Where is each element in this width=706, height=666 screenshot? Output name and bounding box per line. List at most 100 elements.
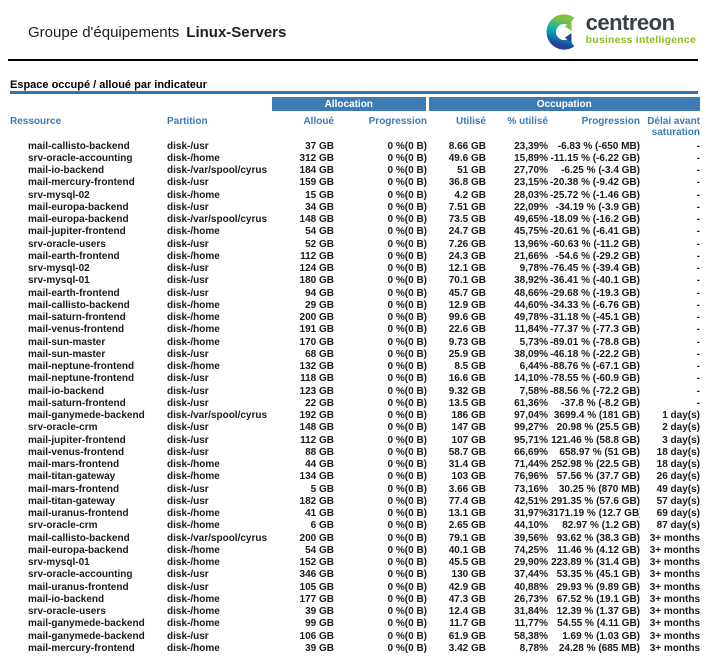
cell-alloc-progression: 0 %(0 B) bbox=[387, 263, 427, 275]
cell-saturation-delay: - bbox=[696, 238, 701, 250]
cell-used: 45.5 GB bbox=[448, 557, 486, 569]
cell-resource: mail-europa-backend bbox=[28, 214, 129, 226]
cell-saturation-delay: - bbox=[696, 385, 701, 397]
cell-resource: srv-oracle-crm bbox=[28, 520, 98, 532]
table-row: mail-ganymede-backend disk-/usr 106 GB 0 %(… bbox=[10, 630, 700, 642]
cell-allocated: 6 GB bbox=[310, 520, 334, 532]
table-row: srv-mysql-02 disk-/usr 124 GB 0 %(0 B) 12.1 … bbox=[10, 263, 700, 275]
cell-used-pct: 7,58% bbox=[519, 385, 548, 397]
cell-allocated: 192 GB bbox=[299, 410, 334, 422]
cell-alloc-progression: 0 %(0 B) bbox=[387, 446, 427, 458]
table-row: mail-saturn-frontend disk-/home 200 GB 0 %(… bbox=[10, 312, 700, 324]
cell-alloc-progression: 0 %(0 B) bbox=[387, 581, 427, 593]
cell-used: 79.1 GB bbox=[448, 532, 486, 544]
column-header-resource: Ressource bbox=[10, 116, 62, 127]
table-row: srv-oracle-crm disk-/usr 148 GB 0 %(0 B) 147… bbox=[10, 422, 700, 434]
cell-resource: mail-europa-backend bbox=[28, 544, 129, 556]
hostgroup-name: Linux-Servers bbox=[186, 24, 287, 41]
cell-used-pct: 76,96% bbox=[514, 471, 548, 483]
cell-used-pct: 31,97% bbox=[514, 508, 548, 520]
cell-alloc-progression: 0 %(0 B) bbox=[387, 495, 427, 507]
cell-alloc-progression: 0 %(0 B) bbox=[387, 569, 427, 581]
cell-saturation-delay: - bbox=[696, 287, 701, 299]
centreon-logo: centreon business intelligence bbox=[543, 12, 696, 57]
cell-used-pct: 38,09% bbox=[514, 348, 548, 360]
cell-allocated: 177 GB bbox=[299, 593, 334, 605]
cell-resource: mail-io-backend bbox=[28, 593, 105, 605]
cell-saturation-delay: 87 day(s) bbox=[656, 520, 701, 532]
cell-used: 99.6 GB bbox=[448, 312, 486, 324]
cell-used: 42.9 GB bbox=[448, 581, 486, 593]
cell-resource: mail-sun-master bbox=[28, 336, 106, 348]
cell-saturation-delay: - bbox=[696, 275, 701, 287]
cell-alloc-progression: 0 %(0 B) bbox=[387, 471, 427, 483]
cell-used: 12.4 GB bbox=[448, 606, 486, 618]
cell-partition: disk-/home bbox=[167, 508, 220, 520]
cell-alloc-progression: 0 %(0 B) bbox=[387, 348, 427, 360]
table-row: mail-callisto-backend disk-/var/spool/cyr… bbox=[10, 532, 700, 544]
cell-partition: disk-/home bbox=[167, 459, 220, 471]
cell-used-pct: 42,51% bbox=[514, 495, 548, 507]
cell-alloc-progression: 0 %(0 B) bbox=[387, 642, 427, 654]
cell-alloc-progression: 0 %(0 B) bbox=[387, 226, 427, 238]
cell-allocated: 200 GB bbox=[299, 532, 334, 544]
table-row: mail-earth-frontend disk-/home 112 GB 0 %(0… bbox=[10, 250, 700, 262]
cell-progression: 3699.4 % (181 GB) bbox=[553, 410, 640, 422]
cell-allocated: 152 GB bbox=[299, 557, 334, 569]
cell-used: 186 GB bbox=[451, 410, 486, 422]
cell-alloc-progression: 0 %(0 B) bbox=[387, 422, 427, 434]
cell-saturation-delay: 3+ months bbox=[649, 618, 701, 630]
cell-partition: disk-/home bbox=[167, 152, 220, 164]
cell-used: 13.1 GB bbox=[448, 508, 486, 520]
table-row: srv-oracle-accounting disk-/home 312 GB 0 %… bbox=[10, 152, 700, 164]
cell-alloc-progression: 0 %(0 B) bbox=[387, 508, 427, 520]
cell-resource: mail-saturn-frontend bbox=[28, 312, 126, 324]
cell-partition: disk-/usr bbox=[167, 263, 209, 275]
cell-allocated: 37 GB bbox=[305, 140, 334, 152]
cell-progression: -18.09 % (-16.2 GB) bbox=[549, 214, 640, 226]
cell-used-pct: 11,84% bbox=[514, 324, 548, 336]
cell-allocated: 312 GB bbox=[299, 152, 334, 164]
cell-partition: disk-/var/spool/cyrus bbox=[167, 214, 268, 226]
cell-saturation-delay: - bbox=[696, 397, 701, 409]
table-row: srv-oracle-users disk-/home 39 GB 0 %(0 B) 1… bbox=[10, 606, 700, 618]
cell-alloc-progression: 0 %(0 B) bbox=[387, 177, 427, 189]
table-body: mail-callisto-backend disk-/usr 37 GB 0 %(0… bbox=[10, 140, 700, 655]
cell-partition: disk-/usr bbox=[167, 275, 209, 287]
cell-resource: mail-neptune-frontend bbox=[28, 373, 135, 385]
cell-used-pct: 14,10% bbox=[514, 373, 548, 385]
cell-allocated: 54 GB bbox=[305, 226, 334, 238]
cell-partition: disk-/home bbox=[167, 312, 220, 324]
cell-progression: -88.76 % (-67.1 GB) bbox=[549, 361, 640, 373]
cell-used: 7.26 GB bbox=[448, 238, 486, 250]
cell-resource: srv-mysql-01 bbox=[28, 557, 90, 569]
cell-used-pct: 37,44% bbox=[514, 569, 548, 581]
cell-resource: mail-earth-frontend bbox=[28, 250, 120, 262]
cell-saturation-delay: 1 day(s) bbox=[662, 410, 701, 422]
cell-partition: disk-/home bbox=[167, 299, 220, 311]
cell-allocated: 22 GB bbox=[305, 397, 334, 409]
indicator-table: Allocation Occupation Ressource Partitio… bbox=[10, 97, 701, 655]
cell-allocated: 52 GB bbox=[305, 238, 334, 250]
cell-partition: disk-/usr bbox=[167, 495, 209, 507]
table-row: mail-titan-gateway disk-/home 134 GB 0 %(0 … bbox=[10, 471, 700, 483]
cell-resource: mail-saturn-frontend bbox=[28, 397, 126, 409]
cell-partition: disk-/home bbox=[167, 471, 220, 483]
cell-progression: 20.98 % (25.5 GB) bbox=[556, 422, 640, 434]
cell-resource: srv-mysql-01 bbox=[28, 275, 90, 287]
cell-alloc-progression: 0 %(0 B) bbox=[387, 250, 427, 262]
cell-alloc-progression: 0 %(0 B) bbox=[387, 373, 427, 385]
cell-resource: mail-ganymede-backend bbox=[28, 630, 145, 642]
cell-used-pct: 21,66% bbox=[514, 250, 548, 262]
cell-progression: -11.15 % (-6.22 GB) bbox=[550, 152, 640, 164]
cell-resource: mail-sun-master bbox=[28, 348, 106, 360]
cell-partition: disk-/home bbox=[167, 642, 220, 654]
table-row: mail-jupiter-frontend disk-/home 54 GB 0 %(… bbox=[10, 226, 700, 238]
cell-allocated: 200 GB bbox=[299, 312, 334, 324]
cell-resource: mail-mercury-frontend bbox=[28, 642, 135, 654]
cell-allocated: 159 GB bbox=[299, 177, 334, 189]
cell-progression: 54.55 % (4.11 GB) bbox=[557, 618, 640, 630]
cell-partition: disk-/home bbox=[167, 361, 220, 373]
cell-used-pct: 66,69% bbox=[514, 446, 548, 458]
